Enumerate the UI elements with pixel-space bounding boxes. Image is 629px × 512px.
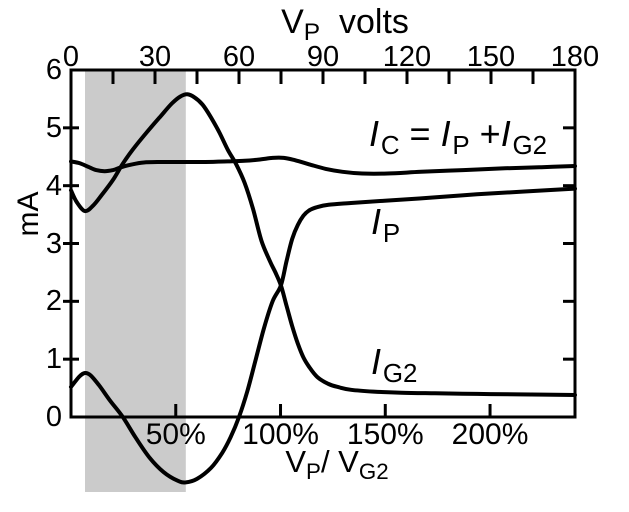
top-axis-title: VP volts — [245, 2, 445, 46]
label-segment: P — [452, 131, 470, 160]
y-axis-tick-label: 1 — [45, 343, 62, 376]
label-segment: V — [281, 3, 304, 41]
label-segment: P — [303, 19, 321, 47]
bottom-axis-title: VP/ VG2 — [247, 442, 427, 485]
top-axis-tick-label: 30 — [138, 41, 172, 73]
label-segment: C — [380, 131, 400, 160]
top-axis-tick-label: 120 — [382, 41, 432, 73]
label-segment: P — [382, 219, 401, 248]
top-axis-tick-label: 60 — [222, 41, 256, 73]
label-segment: I — [500, 113, 511, 154]
label-segment: V — [285, 444, 307, 479]
y-axis-tick-label: 3 — [45, 227, 62, 260]
label-segment: + — [469, 113, 501, 154]
bottom-axis-tick-label: 100% — [242, 418, 319, 451]
label-segment: / — [320, 444, 339, 479]
y-axis-tick-label: 6 — [45, 54, 62, 86]
curve-label-ip: IP — [371, 200, 400, 248]
y-axis-tick-label: 4 — [45, 169, 62, 202]
top-axis-tick-label: 180 — [550, 41, 600, 73]
y-axis-tick-label: 2 — [45, 285, 62, 318]
label-segment: G2 — [358, 458, 389, 484]
bottom-axis-tick-label: 200% — [451, 418, 529, 451]
bottom-axis-tick-label: 150% — [346, 418, 424, 451]
curve-ig2 — [69, 92, 577, 397]
curve-ip — [69, 186, 577, 485]
y-axis-tick-label: 0 — [45, 401, 62, 433]
label-segment: I — [369, 113, 380, 154]
label-segment: G2 — [382, 359, 418, 388]
y-axis-tick-label: 5 — [45, 111, 62, 144]
label-segment: G2 — [512, 131, 548, 160]
label-segment: P — [306, 458, 321, 484]
curve-ic — [69, 155, 577, 176]
curve-label-ic: IC = IP +IG2 — [369, 112, 547, 160]
label-segment: = — [399, 113, 441, 154]
top-axis-tick-label: 90 — [306, 41, 340, 73]
label-segment: volts — [320, 3, 409, 41]
label-segment: V — [338, 444, 359, 479]
label-segment: I — [440, 113, 451, 154]
curve-label-ig2: IG2 — [371, 340, 417, 388]
top-axis-tick-label: 0 — [62, 41, 80, 73]
top-axis-tick-label: 150 — [466, 41, 516, 73]
label-segment: I — [371, 201, 382, 242]
shaded-region — [85, 71, 186, 492]
bottom-axis-tick-label: 50% — [145, 418, 206, 451]
label-segment: I — [371, 341, 382, 382]
